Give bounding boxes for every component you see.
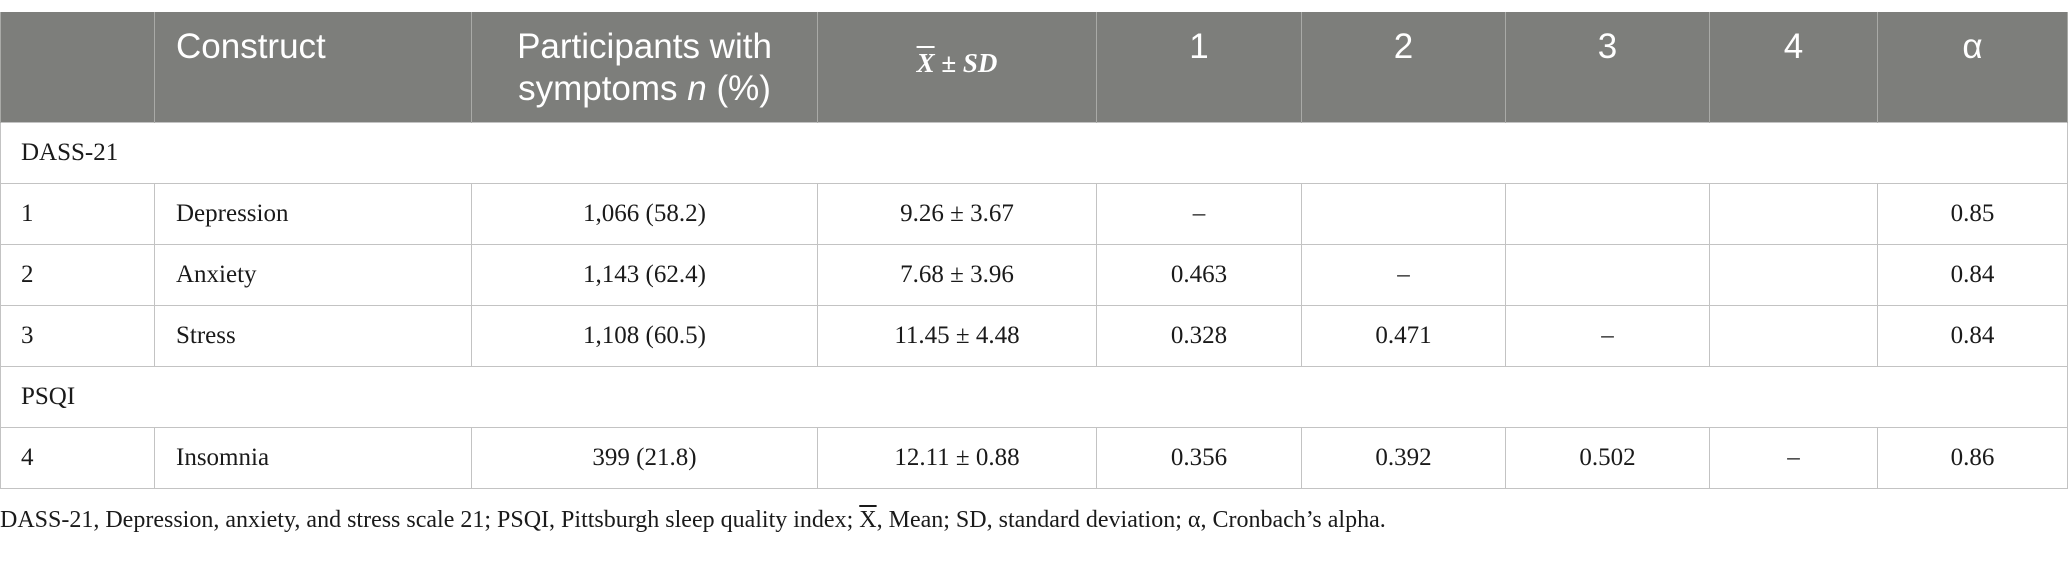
row-construct: Anxiety xyxy=(154,243,472,306)
header-col-3: 3 xyxy=(1505,12,1710,122)
row-alpha: 0.84 xyxy=(1877,243,2068,306)
row-number: 3 xyxy=(0,304,155,367)
row-corr-2: – xyxy=(1301,243,1506,306)
row-participants: 399 (21.8) xyxy=(471,426,818,489)
row-alpha: 0.85 xyxy=(1877,182,2068,245)
row-number: 2 xyxy=(0,243,155,306)
row-mean-sd: 9.26 ± 3.67 xyxy=(817,182,1097,245)
footnote-part2: , Mean; SD, standard deviation; α, Cronb… xyxy=(876,507,1386,533)
table-row: 1 Depression 1,066 (58.2) 9.26 ± 3.67 – … xyxy=(0,182,2068,245)
row-participants: 1,143 (62.4) xyxy=(471,243,818,306)
row-mean-sd: 12.11 ± 0.88 xyxy=(817,426,1097,489)
header-alpha: α xyxy=(1877,12,2068,122)
header-participants: Participants with symptoms n (%) xyxy=(471,12,818,122)
row-corr-3: 0.502 xyxy=(1505,426,1710,489)
section-row: PSQI xyxy=(0,365,2068,428)
row-corr-3 xyxy=(1505,243,1710,306)
header-participants-pct: (%) xyxy=(706,69,771,108)
correlation-table: Construct Participants with symptoms n (… xyxy=(0,12,2068,489)
header-col-4: 4 xyxy=(1709,12,1878,122)
table-body: DASS-21 1 Depression 1,066 (58.2) 9.26 ±… xyxy=(0,121,2068,489)
footnote-x-symbol: X xyxy=(859,507,877,533)
row-mean-sd: 11.45 ± 4.48 xyxy=(817,304,1097,367)
table-footnote: DASS-21, Depression, anxiety, and stress… xyxy=(0,505,1386,535)
row-corr-1: 0.463 xyxy=(1096,243,1302,306)
row-participants: 1,066 (58.2) xyxy=(471,182,818,245)
header-row: Construct Participants with symptoms n (… xyxy=(0,12,2068,122)
header-mean-pm: ± xyxy=(934,48,963,78)
row-construct: Stress xyxy=(154,304,472,367)
header-blank xyxy=(0,12,155,122)
header-participants-line1: Participants with xyxy=(517,27,772,66)
header-participants-n: n xyxy=(687,69,707,108)
table-header: Construct Participants with symptoms n (… xyxy=(0,12,2068,122)
header-mean-x: X xyxy=(916,48,935,78)
row-alpha: 0.86 xyxy=(1877,426,2068,489)
row-mean-sd: 7.68 ± 3.96 xyxy=(817,243,1097,306)
results-table-container: Construct Participants with symptoms n (… xyxy=(0,12,2068,489)
table-row: 4 Insomnia 399 (21.8) 12.11 ± 0.88 0.356… xyxy=(0,426,2068,489)
section-title: DASS-21 xyxy=(0,121,2068,184)
row-corr-3 xyxy=(1505,182,1710,245)
header-col-2: 2 xyxy=(1301,12,1506,122)
row-construct: Insomnia xyxy=(154,426,472,489)
row-corr-4 xyxy=(1709,304,1878,367)
row-corr-4 xyxy=(1709,182,1878,245)
footnote-part1: DASS-21, Depression, anxiety, and stress… xyxy=(0,507,860,533)
row-construct: Depression xyxy=(154,182,472,245)
section-title: PSQI xyxy=(0,365,2068,428)
row-corr-2: 0.392 xyxy=(1301,426,1506,489)
header-construct: Construct xyxy=(154,12,472,122)
section-row: DASS-21 xyxy=(0,121,2068,184)
row-corr-3: – xyxy=(1505,304,1710,367)
header-mean-sdtext: SD xyxy=(962,48,998,78)
row-corr-1: – xyxy=(1096,182,1302,245)
row-number: 4 xyxy=(0,426,155,489)
row-corr-1: 0.356 xyxy=(1096,426,1302,489)
row-participants: 1,108 (60.5) xyxy=(471,304,818,367)
row-alpha: 0.84 xyxy=(1877,304,2068,367)
row-corr-2 xyxy=(1301,182,1506,245)
header-participants-line2: symptoms xyxy=(518,69,688,108)
header-col-1: 1 xyxy=(1096,12,1302,122)
header-mean-sd: X ± SD xyxy=(817,12,1097,122)
table-row: 2 Anxiety 1,143 (62.4) 7.68 ± 3.96 0.463… xyxy=(0,243,2068,306)
row-number: 1 xyxy=(0,182,155,245)
table-row: 3 Stress 1,108 (60.5) 11.45 ± 4.48 0.328… xyxy=(0,304,2068,367)
row-corr-4 xyxy=(1709,243,1878,306)
row-corr-4: – xyxy=(1709,426,1878,489)
row-corr-2: 0.471 xyxy=(1301,304,1506,367)
row-corr-1: 0.328 xyxy=(1096,304,1302,367)
